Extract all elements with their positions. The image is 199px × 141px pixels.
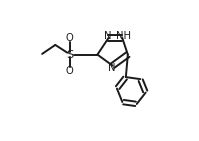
Text: N: N [104,31,112,41]
Text: S: S [66,50,73,60]
Text: O: O [66,66,74,76]
Text: N: N [108,63,116,73]
Text: O: O [66,33,74,43]
Text: NH: NH [116,31,132,41]
